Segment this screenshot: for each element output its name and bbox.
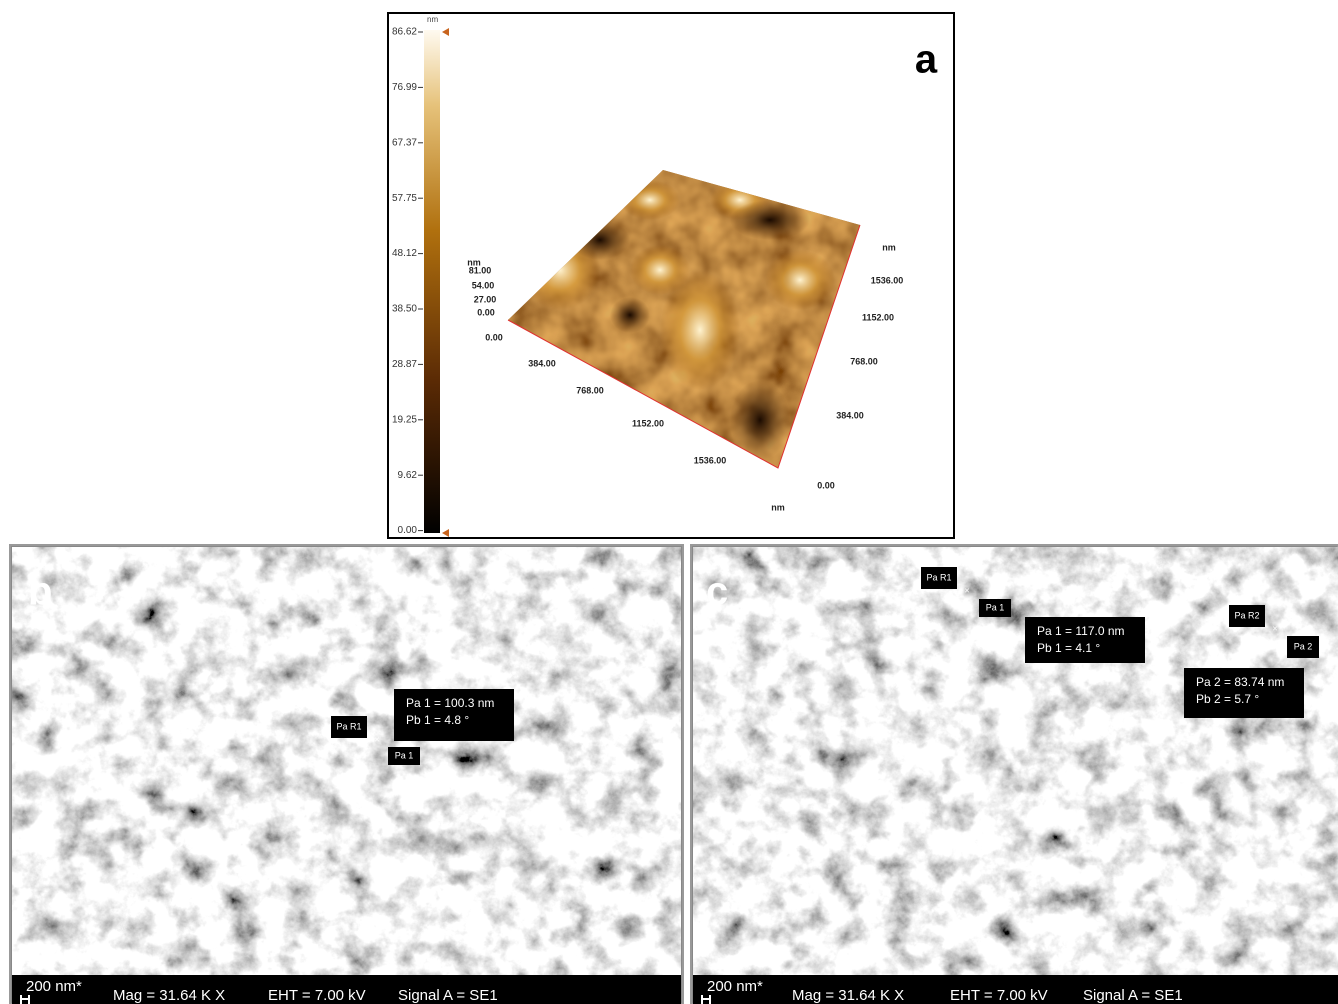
sem-image-b bbox=[12, 547, 681, 975]
x-tick-label: 1536.00 bbox=[694, 455, 727, 465]
y-tick-label: 1152.00 bbox=[862, 312, 894, 322]
marker-cross: × bbox=[374, 734, 379, 744]
measurement-text: Pa 1 = 100.3 nm bbox=[406, 696, 494, 710]
marker-label: Pa 1 bbox=[986, 602, 1005, 612]
y-unit: nm bbox=[882, 242, 896, 252]
info-text: Mag = 31.64 K X bbox=[113, 987, 225, 1004]
info-text: Signal A = SE1 bbox=[398, 987, 498, 1004]
colorbar-tick-label: 0.00 bbox=[398, 525, 418, 536]
x-tick-label: 768.00 bbox=[576, 385, 604, 395]
colorbar-tick-label: 19.25 bbox=[392, 414, 417, 425]
colorbar-tick-label: 76.99 bbox=[392, 82, 417, 93]
marker-label: Pa R1 bbox=[926, 572, 951, 582]
marker-label: Pa R2 bbox=[1234, 610, 1259, 620]
y-tick-label: 1536.00 bbox=[871, 275, 904, 285]
measurement-text: Pb 1 = 4.1 ° bbox=[1037, 641, 1100, 655]
y-tick-label: 768.00 bbox=[850, 356, 878, 366]
marker-cross: × bbox=[964, 585, 969, 595]
panel-label: c bbox=[706, 570, 728, 614]
panel-label: b bbox=[28, 570, 52, 614]
marker-label: Pa R1 bbox=[336, 721, 361, 731]
colorbar-tick-label: 48.12 bbox=[392, 248, 417, 259]
colorbar-tick-label: 57.75 bbox=[392, 193, 417, 204]
info-text: EHT = 7.00 kV bbox=[950, 987, 1048, 1004]
info-text: Mag = 31.64 K X bbox=[792, 987, 904, 1004]
scale-label: 200 nm* bbox=[707, 978, 763, 995]
measurement-text: Pa 2 = 83.74 nm bbox=[1196, 675, 1284, 689]
marker-label: Pa 1 bbox=[395, 750, 414, 760]
x-tick-label: 384.00 bbox=[528, 358, 556, 368]
measurement-text: Pb 2 = 5.7 ° bbox=[1196, 692, 1259, 706]
colorbar-tick-label: 67.37 bbox=[392, 137, 417, 148]
marker-cross: × bbox=[1272, 623, 1277, 633]
info-text: EHT = 7.00 kV bbox=[268, 987, 366, 1004]
marker-label: Pa 2 bbox=[1294, 641, 1313, 651]
colorbar bbox=[424, 30, 440, 533]
colorbar-unit: nm bbox=[427, 15, 438, 24]
colorbar-tick-label: 28.87 bbox=[392, 359, 417, 370]
z-tick-label: 27.00 bbox=[474, 294, 497, 304]
colorbar-tick-label: 38.50 bbox=[392, 304, 417, 315]
z-origin: 0.00 bbox=[485, 332, 503, 342]
panel-label: a bbox=[915, 38, 938, 82]
measurement-text: Pb 1 = 4.8 ° bbox=[406, 713, 469, 727]
x-unit: nm bbox=[771, 502, 785, 512]
scale-label: 200 nm* bbox=[26, 978, 82, 995]
y-tick-label: 384.00 bbox=[836, 410, 864, 420]
info-text: Signal A = SE1 bbox=[1083, 987, 1183, 1004]
y-origin: 0.00 bbox=[817, 480, 835, 490]
z-tick-label: 81.00 bbox=[469, 265, 492, 275]
colorbar-tick-label: 86.62 bbox=[392, 27, 417, 38]
figure: a nm 86.62 76.99 67.37 57.75 48.12 38.50 28.87 19… bbox=[0, 0, 1338, 1004]
z-tick-label: 54.00 bbox=[472, 280, 495, 290]
z-tick-label: 0.00 bbox=[477, 307, 495, 317]
colorbar-tick-label: 9.62 bbox=[398, 470, 418, 481]
x-tick-label: 1152.00 bbox=[632, 418, 664, 428]
measurement-text: Pa 1 = 117.0 nm bbox=[1037, 624, 1125, 638]
